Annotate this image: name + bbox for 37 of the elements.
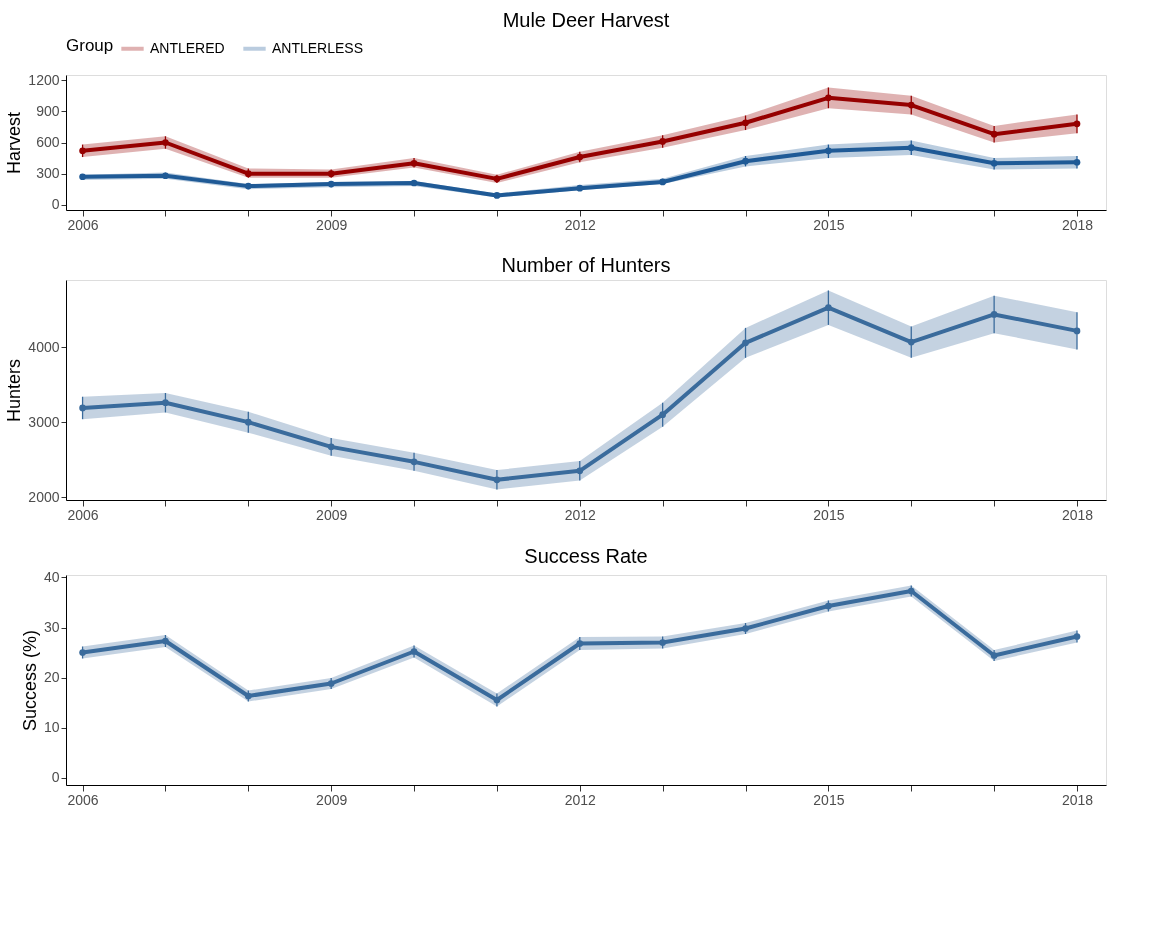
x-tick-label: 2006 [67,791,99,808]
y-tick-label: 600 [36,134,60,150]
x-tick-label: 2015 [813,506,845,523]
x-tick-label: 2012 [564,216,597,233]
x-tick-label: 2012 [564,791,597,808]
y-tick-label: 0 [51,196,60,213]
y-axis-title: Success (%) [19,629,40,732]
y-tick-label: 4000 [28,338,60,355]
legend-title: Group [66,36,114,55]
x-tick-label: 2015 [813,791,845,808]
chart-title: Mule Deer Harvest [502,9,670,31]
y-tick-label: 900 [36,102,60,119]
x-tick-label: 2006 [67,506,99,523]
x-tick-label: 2009 [316,216,348,233]
y-tick-label: 1200 [28,71,60,88]
y-tick-label: 20 [43,669,60,685]
y-tick-label: 30 [43,619,60,635]
y-tick-label: 40 [43,569,60,585]
y-tick-label: 10 [43,719,60,735]
x-tick-label: 2012 [564,506,597,523]
x-tick-label: 2018 [1061,791,1094,808]
y-tick-label: 3000 [28,413,60,430]
y-tick-label: 0 [51,769,60,785]
y-axis-title: Hunters [4,358,25,423]
chart-title: Number of Hunters [501,254,671,276]
x-tick-label: 2009 [316,791,348,808]
x-tick-label: 2009 [316,506,348,523]
y-axis-title: Harvest [4,111,25,175]
legend-label: ANTLERLESS [272,39,364,56]
x-tick-label: 2015 [813,216,845,233]
legend-label: ANTLERED [150,39,225,56]
chart-title: Success Rate [524,544,648,567]
y-tick-label: 300 [36,165,60,182]
y-tick-label: 2000 [28,488,60,505]
x-tick-label: 2018 [1061,216,1094,233]
x-tick-label: 2006 [67,216,99,233]
x-tick-label: 2018 [1061,506,1094,523]
